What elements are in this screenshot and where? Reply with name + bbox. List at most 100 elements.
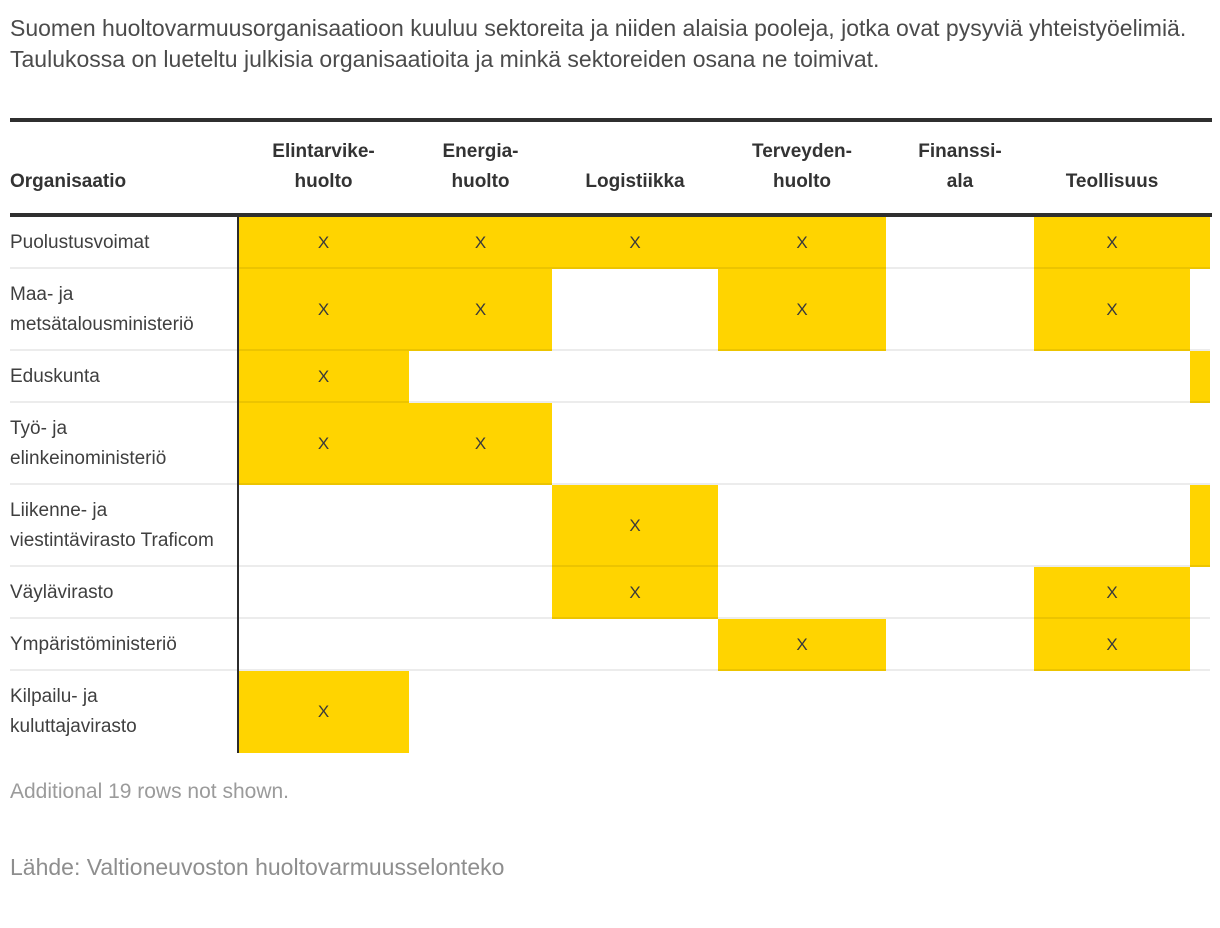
sector-cell-clipped-column bbox=[1190, 269, 1210, 351]
sector-cell-energiahuolto bbox=[409, 671, 552, 753]
intro-text: Suomen huoltovarmuusorganisaatioon kuulu… bbox=[10, 15, 1187, 72]
sector-cell-energiahuolto bbox=[409, 567, 552, 619]
sector-cell-clipped-column bbox=[1190, 671, 1210, 753]
membership-mark: X bbox=[474, 300, 487, 319]
sector-cell-terveydenhuolto: X bbox=[718, 269, 886, 351]
sector-cell-elintarvikehuolto bbox=[238, 567, 409, 619]
sector-cell-energiahuolto bbox=[409, 485, 552, 567]
sector-column-header-energiahuolto: Energia-huolto bbox=[442, 141, 519, 192]
sector-cell-finanssiala bbox=[886, 351, 1034, 403]
sector-cell-finanssiala bbox=[886, 619, 1034, 671]
sector-cell-logistiikka bbox=[552, 351, 718, 403]
sector-column-header-finanssiala: Finanssi-ala bbox=[918, 141, 1002, 192]
rows-not-shown-note: Additional 19 rows not shown. bbox=[10, 780, 289, 803]
sector-cell-elintarvikehuolto bbox=[238, 485, 409, 567]
sector-cell-teollisuus bbox=[1034, 671, 1190, 753]
sector-cell-teollisuus: X bbox=[1034, 269, 1190, 351]
membership-mark: X bbox=[1106, 300, 1118, 319]
sector-cell-finanssiala bbox=[886, 485, 1034, 567]
vertical-divider-line bbox=[237, 217, 239, 753]
sector-cell-teollisuus: X bbox=[1034, 217, 1190, 269]
sector-cell-energiahuolto bbox=[409, 619, 552, 671]
sector-cell-teollisuus: X bbox=[1034, 567, 1190, 619]
membership-mark: X bbox=[317, 702, 330, 721]
table-header-rule bbox=[10, 213, 1212, 217]
sector-cell-clipped-column bbox=[1190, 403, 1210, 485]
sector-cell-finanssiala bbox=[886, 671, 1034, 753]
sector-cell-terveydenhuolto bbox=[718, 671, 886, 753]
table-row: Kilpailu- ja kuluttajavirasto X bbox=[0, 671, 1210, 753]
table-row: Liikenne- ja viestintävirasto Traficom X bbox=[0, 485, 1210, 567]
sector-cell-clipped-column bbox=[1190, 485, 1210, 567]
sector-cell-elintarvikehuolto: X bbox=[238, 403, 409, 485]
sector-column-header-elintarvikehuolto: Elintarvike-huolto bbox=[272, 141, 375, 192]
sector-cell-finanssiala bbox=[886, 403, 1034, 485]
sector-cell-terveydenhuolto: X bbox=[718, 619, 886, 671]
sector-cell-teollisuus bbox=[1034, 403, 1190, 485]
membership-mark: X bbox=[629, 516, 641, 535]
sector-cell-finanssiala bbox=[886, 269, 1034, 351]
table-body: Puolustusvoimat X X X X X Maa- ja metsätalousm… bbox=[0, 217, 1210, 753]
sector-cell-logistiikka bbox=[552, 671, 718, 753]
membership-mark: X bbox=[474, 434, 487, 453]
membership-mark: X bbox=[796, 233, 808, 252]
org-cell: Liikenne- ja viestintävirasto Traficom bbox=[10, 500, 214, 551]
membership-mark: X bbox=[1106, 635, 1118, 654]
membership-mark: X bbox=[1106, 233, 1118, 252]
org-cell: Eduskunta bbox=[10, 366, 100, 387]
sector-column-header-terveydenhuolto: Terveyden-huolto bbox=[752, 141, 852, 192]
membership-mark: X bbox=[317, 233, 330, 252]
membership-mark: X bbox=[474, 233, 487, 252]
sector-cell-finanssiala bbox=[886, 217, 1034, 269]
sector-column-header-teollisuus: Teollisuus bbox=[1065, 171, 1159, 192]
sector-column-header-logistiikka: Logistiikka bbox=[585, 171, 685, 192]
sector-cell-energiahuolto: X bbox=[409, 403, 552, 485]
sector-cell-terveydenhuolto bbox=[718, 485, 886, 567]
sector-cell-clipped-column bbox=[1190, 619, 1210, 671]
sector-cell-terveydenhuolto bbox=[718, 351, 886, 403]
membership-mark: X bbox=[796, 300, 808, 319]
org-cell: Puolustusvoimat bbox=[10, 232, 150, 253]
sector-cell-clipped-column bbox=[1190, 567, 1210, 619]
sector-cell-clipped-column bbox=[1190, 217, 1210, 269]
table-row: Työ- ja elinkeinoministeriö X X bbox=[0, 403, 1210, 485]
membership-mark: X bbox=[629, 583, 641, 602]
sector-cell-clipped-column bbox=[1190, 351, 1210, 403]
sector-cell-energiahuolto: X bbox=[409, 217, 552, 269]
sector-cell-logistiikka: X bbox=[552, 217, 718, 269]
sector-cell-teollisuus: X bbox=[1034, 619, 1190, 671]
table-header-row: Organisaatio Elintarvike-huolto Energia-h… bbox=[0, 122, 1210, 213]
membership-mark: X bbox=[629, 233, 641, 252]
table-row: Maa- ja metsätalousministeriö X X X X bbox=[0, 269, 1210, 351]
membership-mark: X bbox=[317, 434, 330, 453]
org-cell: Väylävirasto bbox=[10, 582, 114, 603]
sector-cell-logistiikka: X bbox=[552, 567, 718, 619]
sector-cell-elintarvikehuolto: X bbox=[238, 269, 409, 351]
org-cell: Maa- ja metsätalousministeriö bbox=[10, 284, 194, 335]
org-cell: Ympäristöministeriö bbox=[10, 634, 177, 655]
membership-mark: X bbox=[317, 367, 330, 386]
org-cell: Työ- ja elinkeinoministeriö bbox=[10, 418, 167, 469]
membership-mark: X bbox=[796, 635, 808, 654]
sector-cell-terveydenhuolto: X bbox=[718, 217, 886, 269]
sector-cell-elintarvikehuolto: X bbox=[238, 351, 409, 403]
sector-cell-terveydenhuolto bbox=[718, 567, 886, 619]
sector-cell-logistiikka bbox=[552, 269, 718, 351]
sector-cell-logistiikka: X bbox=[552, 485, 718, 567]
sector-cell-teollisuus bbox=[1034, 351, 1190, 403]
source-text: Lähde: Valtioneuvoston huoltovarmuusselo… bbox=[10, 854, 505, 880]
org-column-header: Organisaatio bbox=[10, 171, 127, 192]
sector-cell-energiahuolto: X bbox=[409, 269, 552, 351]
sector-cell-elintarvikehuolto: X bbox=[238, 217, 409, 269]
table-row: Puolustusvoimat X X X X X bbox=[0, 217, 1210, 269]
membership-mark: X bbox=[1106, 583, 1118, 602]
sector-cell-elintarvikehuolto: X bbox=[238, 671, 409, 753]
sector-cell-finanssiala bbox=[886, 567, 1034, 619]
sector-cell-elintarvikehuolto bbox=[238, 619, 409, 671]
sector-cell-logistiikka bbox=[552, 619, 718, 671]
sector-cell-logistiikka bbox=[552, 403, 718, 485]
table-row: Eduskunta X bbox=[0, 351, 1210, 403]
sector-cell-teollisuus bbox=[1034, 485, 1190, 567]
org-cell: Kilpailu- ja kuluttajavirasto bbox=[10, 686, 137, 737]
membership-mark: X bbox=[317, 300, 330, 319]
